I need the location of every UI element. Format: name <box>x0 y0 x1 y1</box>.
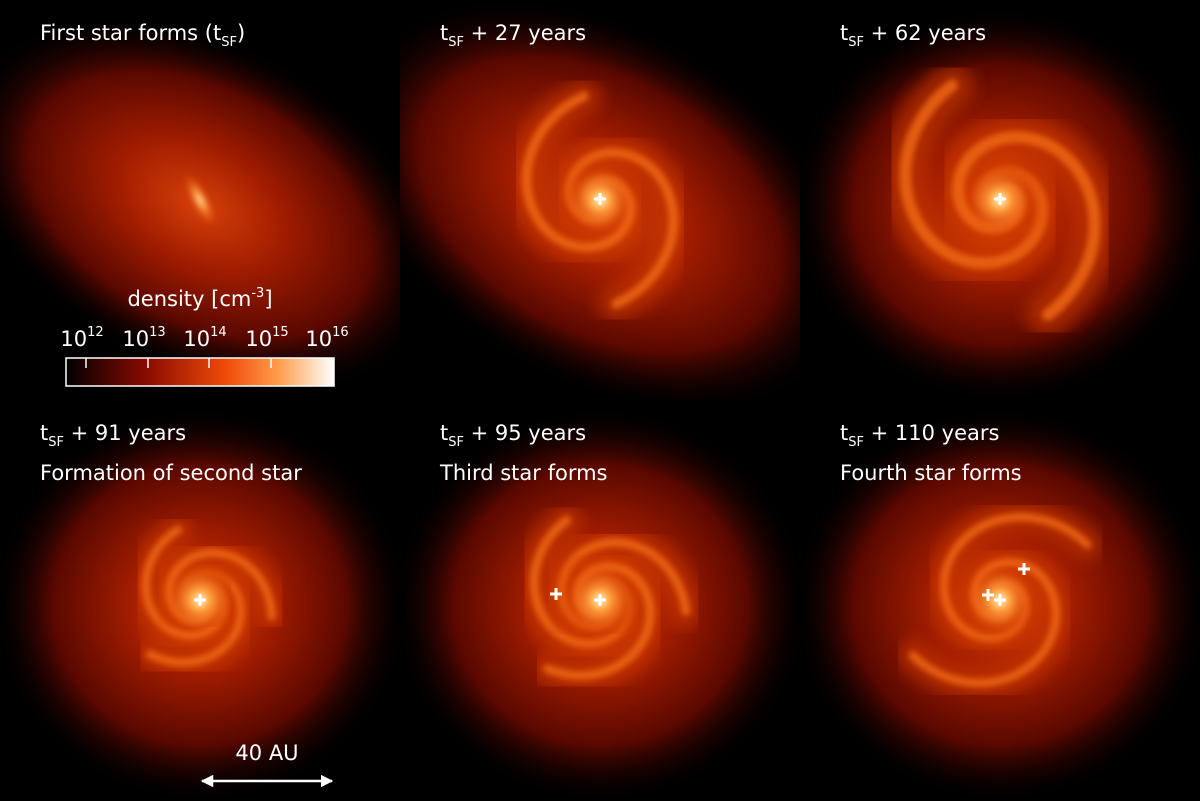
panel: tSF + 110 years Fourth star forms <box>800 405 1200 800</box>
star-marker <box>982 589 994 601</box>
tick-exp: 15 <box>272 325 289 340</box>
tick-exp: 16 <box>332 325 349 340</box>
star-marker <box>594 594 606 606</box>
panel: First star forms (tSF) <box>0 14 400 396</box>
tick-exp: 12 <box>87 325 104 340</box>
panel-subtitle: Fourth star forms <box>840 461 1022 485</box>
panel-title: First star forms (tSF) <box>40 21 245 50</box>
title-main: First star forms (t <box>40 21 221 45</box>
tick-base: 10 <box>60 327 87 351</box>
star-marker <box>994 193 1006 205</box>
label-tail: ] <box>264 287 272 311</box>
title-sub: SF <box>221 35 237 50</box>
colorbar-tick-label: 1014 <box>183 325 226 351</box>
star-marker <box>194 594 206 606</box>
label-main: density [cm <box>127 287 251 311</box>
title-tail: + 62 years <box>864 21 986 45</box>
title-main: t <box>40 421 48 445</box>
filament <box>183 173 217 227</box>
colorbar-tick-label: 1013 <box>122 325 165 351</box>
title-sub: SF <box>48 435 64 450</box>
title-sub: SF <box>448 435 464 450</box>
title-tail: + 95 years <box>464 421 586 445</box>
panel: tSF + 27 years <box>400 0 800 400</box>
panel-title: tSF + 110 years <box>840 421 999 450</box>
panel: tSF + 95 years Third star forms <box>400 405 800 800</box>
title-tail: + 110 years <box>864 421 1000 445</box>
title-sub: SF <box>448 35 464 50</box>
star-marker <box>994 594 1006 606</box>
panel-subtitle: Third star forms <box>439 461 608 485</box>
panel-subtitle: Formation of second star <box>40 461 302 485</box>
tick-exp: 13 <box>149 325 166 340</box>
colorbar <box>65 357 335 387</box>
tick-base: 10 <box>305 327 332 351</box>
colorbar-tick-label: 1012 <box>60 325 103 351</box>
panel-title: tSF + 62 years <box>840 21 986 50</box>
panel-title: tSF + 27 years <box>440 21 586 50</box>
title-main: t <box>440 21 448 45</box>
title-tail: + 27 years <box>464 21 586 45</box>
title-tail: ) <box>237 21 245 45</box>
colorbar-tick-label: 1015 <box>245 325 288 351</box>
star-marker <box>550 588 562 600</box>
overlay: density [cm-3] 1012 1013 1014 1015 1016 40 A… <box>60 286 349 788</box>
scale-bar-label: 40 AU <box>235 741 298 765</box>
title-tail: + 91 years <box>64 421 186 445</box>
star-marker <box>594 193 606 205</box>
colorbar-tick-label: 1016 <box>305 325 348 351</box>
title-main: t <box>840 21 848 45</box>
title-main: t <box>840 421 848 445</box>
title-sub: SF <box>848 35 864 50</box>
tick-exp: 14 <box>210 325 227 340</box>
colorbar-ticks: 1012 1013 1014 1015 1016 <box>60 325 349 368</box>
panel-title: tSF + 91 years <box>40 421 186 450</box>
colorbar-label: density [cm-3] <box>127 286 272 311</box>
tick-base: 10 <box>122 327 149 351</box>
panel-title: tSF + 95 years <box>440 421 586 450</box>
panel: tSF + 91 years Formation of second star <box>0 405 400 800</box>
title-main: t <box>440 421 448 445</box>
tick-base: 10 <box>183 327 210 351</box>
panel: tSF + 62 years <box>800 5 1200 400</box>
label-sup: -3 <box>251 286 264 301</box>
tick-base: 10 <box>245 327 272 351</box>
title-sub: SF <box>848 435 864 450</box>
star-marker <box>1018 563 1030 575</box>
